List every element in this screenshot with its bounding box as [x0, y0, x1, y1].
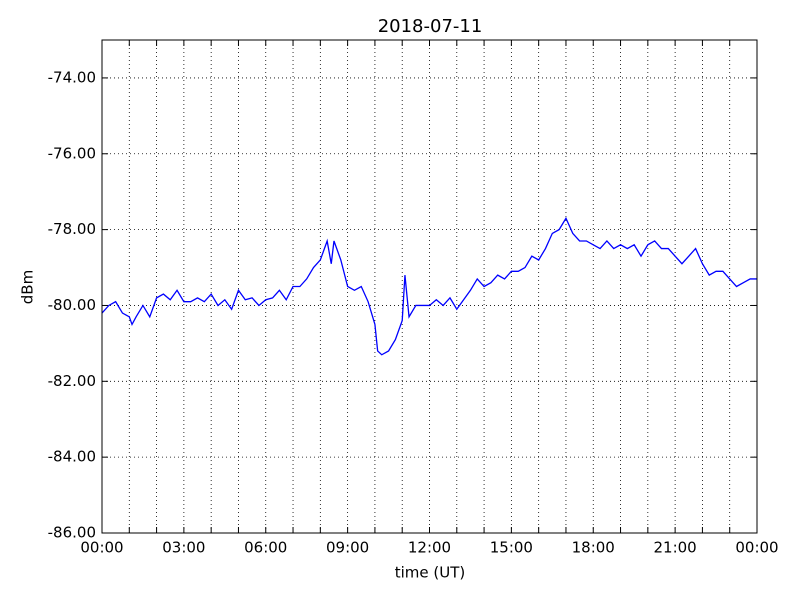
x-tick-label: 03:00 — [162, 539, 205, 557]
x-tick-label: 21:00 — [654, 539, 697, 557]
x-axis-label: time (UT) — [395, 564, 466, 582]
y-tick-label: -84.00 — [48, 448, 96, 466]
y-tick-label: -86.00 — [48, 524, 96, 542]
y-tick-label: -78.00 — [48, 220, 96, 238]
x-tick-label: 12:00 — [408, 539, 451, 557]
x-tick-label: 15:00 — [490, 539, 533, 557]
x-tick-label: 06:00 — [244, 539, 287, 557]
x-tick-label: 18:00 — [572, 539, 615, 557]
x-tick-label: 00:00 — [80, 539, 123, 557]
x-tick-label: 00:00 — [735, 539, 778, 557]
y-tick-label: -76.00 — [48, 144, 96, 162]
y-tick-label: -80.00 — [48, 296, 96, 314]
data-line — [101, 216, 757, 356]
x-tick-label: 09:00 — [326, 539, 369, 557]
chart-title: 2018-07-11 — [378, 16, 483, 37]
y-axis-label: dBm — [19, 270, 37, 304]
y-tick-label: -74.00 — [48, 68, 96, 86]
plot-frame — [101, 39, 758, 534]
y-tick-label: -82.00 — [48, 372, 96, 390]
